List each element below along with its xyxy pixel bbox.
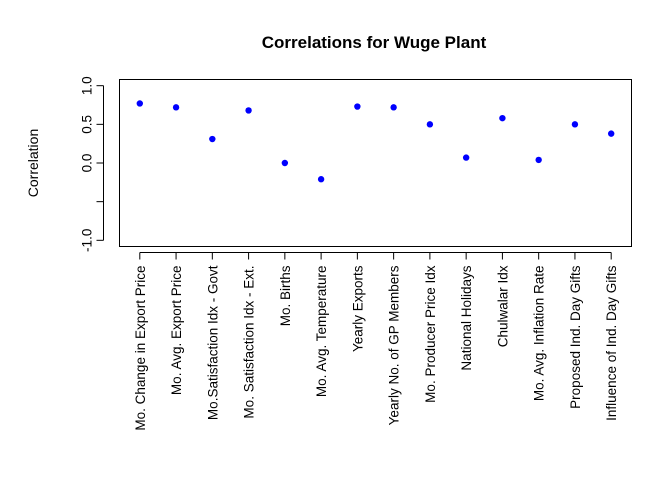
data-point <box>209 135 216 143</box>
chart-title: Correlations for Wuge Plant <box>262 33 487 52</box>
x-tick-label: Mo. Avg. Inflation Rate <box>532 266 547 402</box>
x-tick-label: National Holidays <box>459 265 474 370</box>
data-point <box>499 114 506 122</box>
x-tick-label: Mo. Births <box>278 265 293 326</box>
y-tick-label: 1.0 <box>80 76 95 95</box>
data-point <box>426 121 434 128</box>
x-tick-label: Influence of Ind. Day Gifts <box>604 265 619 421</box>
data-point <box>354 103 361 110</box>
data-point <box>607 130 615 137</box>
data-points <box>136 100 615 183</box>
x-tick-label: Mo. Satisfaction Idx - Ext. <box>242 266 257 419</box>
x-tick-label: Mo.Satisfaction Idx - Govt <box>205 265 220 420</box>
data-point <box>245 107 252 114</box>
data-point <box>172 104 180 111</box>
x-tick-label: Mo. Producer Price Idx <box>423 265 438 403</box>
y-tick-label: 0.5 <box>80 115 95 134</box>
data-point <box>571 121 579 128</box>
x-axis: Mo. Change in Export Price Mo. Avg. Expor… <box>133 252 619 431</box>
data-point <box>462 154 470 161</box>
data-point <box>136 100 144 107</box>
x-tick-label: Yearly Exports <box>350 265 365 352</box>
data-point <box>281 159 289 167</box>
y-tick-label: -1.0 <box>80 229 95 252</box>
y-axis-label: Correlation <box>25 129 41 197</box>
x-tick-label: Mo. Avg. Export Price <box>169 266 184 396</box>
x-tick-label: Mo. Avg. Temperature <box>314 266 329 398</box>
y-tick-label: 0.0 <box>80 154 95 173</box>
x-tick-label: Chulwalar Idx <box>495 265 510 347</box>
plot-area <box>119 79 632 247</box>
data-point <box>535 156 542 164</box>
data-point <box>390 104 397 111</box>
x-tick-label: Yearly No. of GP Members <box>387 265 402 425</box>
x-tick-label: Mo. Change in Export Price <box>133 266 148 431</box>
x-tick-label: Proposed Ind. Day Gifts <box>568 265 583 409</box>
data-point <box>317 176 325 183</box>
y-axis: -1.0 0.0 0.5 1.0 <box>80 76 104 252</box>
